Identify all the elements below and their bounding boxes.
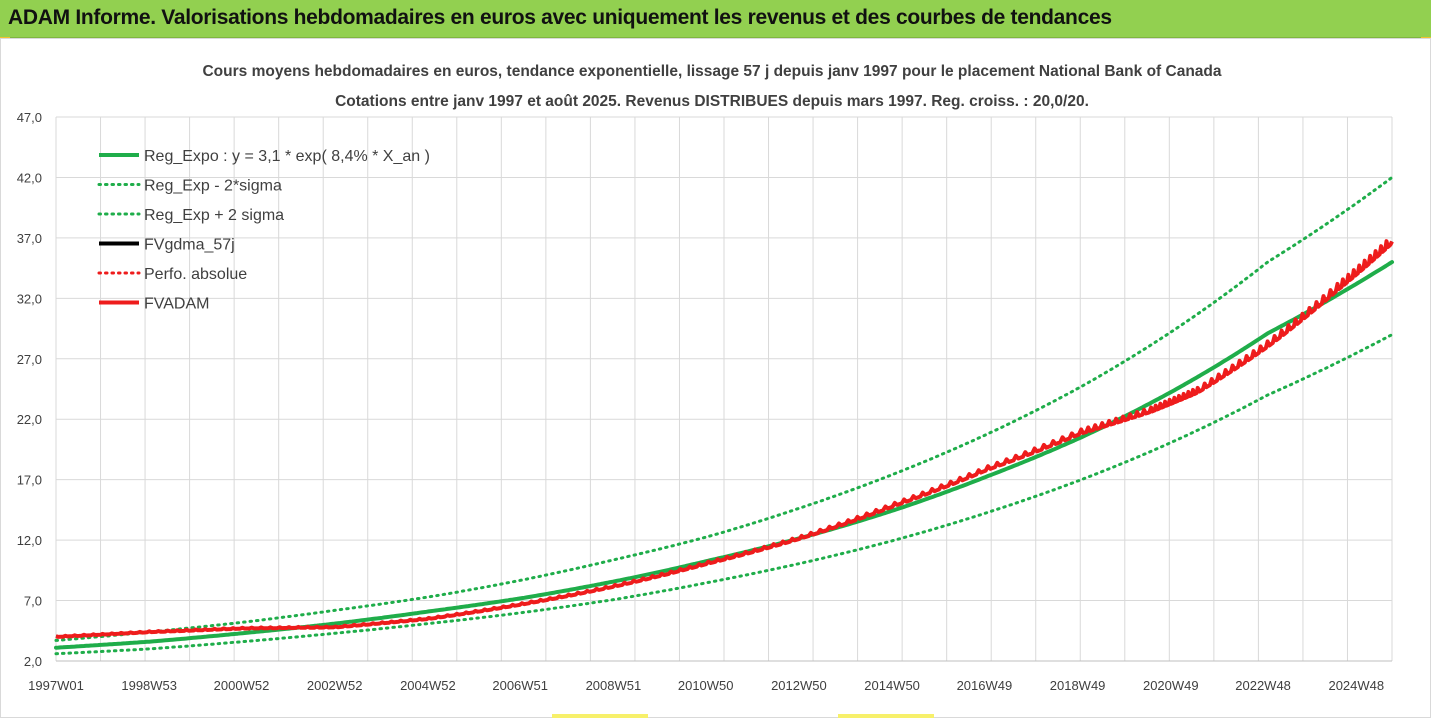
x-tick-label: 2016W49 bbox=[957, 678, 1013, 693]
x-tick-label: 1997W01 bbox=[28, 678, 84, 693]
y-tick-label: 47,0 bbox=[17, 110, 42, 125]
y-tick-label: 2,0 bbox=[24, 654, 42, 669]
y-tick-label: 7,0 bbox=[24, 594, 42, 609]
x-tick-label: 2012W50 bbox=[771, 678, 827, 693]
x-tick-label: 2018W49 bbox=[1050, 678, 1106, 693]
y-tick-label: 37,0 bbox=[17, 231, 42, 246]
y-tick-label: 27,0 bbox=[17, 352, 42, 367]
x-tick-label: 2002W52 bbox=[307, 678, 363, 693]
legend-label: Reg_Expo : y = 3,1 * exp( 8,4% * X_an ) bbox=[144, 148, 430, 165]
report-title: ADAM Informe. Valorisations hebdomadaire… bbox=[8, 6, 1112, 29]
x-tick-label: 2020W49 bbox=[1143, 678, 1199, 693]
x-tick-label: 2014W50 bbox=[864, 678, 920, 693]
legend-label: Perfo. absolue bbox=[144, 266, 247, 283]
y-tick-label: 22,0 bbox=[17, 412, 42, 427]
chart-title-line2: Cotations entre janv 1997 et août 2025. … bbox=[335, 93, 1089, 110]
sheet-tab-marker-1 bbox=[552, 714, 648, 718]
series-line-2 bbox=[54, 175, 1394, 642]
legend-label: Reg_Exp - 2*sigma bbox=[144, 178, 282, 195]
x-tick-label: 1998W53 bbox=[121, 678, 177, 693]
x-tick-label: 2000W52 bbox=[214, 678, 270, 693]
report-banner: ADAM Informe. Valorisations hebdomadaire… bbox=[0, 0, 1431, 38]
series-line-4 bbox=[55, 239, 1394, 639]
sheet-tab-marker-2 bbox=[838, 714, 934, 718]
legend-label: FVgdma_57j bbox=[144, 237, 235, 254]
x-tick-label: 2022W48 bbox=[1235, 678, 1291, 693]
chart-title-line1: Cours moyens hebdomadaires en euros, ten… bbox=[202, 63, 1221, 80]
series-line-1 bbox=[54, 333, 1394, 656]
y-tick-label: 42,0 bbox=[17, 170, 42, 185]
y-tick-label: 12,0 bbox=[17, 533, 42, 548]
series-layer bbox=[54, 175, 1394, 656]
legend-label: FVADAM bbox=[144, 296, 209, 313]
legend: Reg_Expo : y = 3,1 * exp( 8,4% * X_an ) R… bbox=[97, 148, 430, 313]
x-tick-label: 2004W52 bbox=[400, 678, 456, 693]
x-tick-label: 2010W50 bbox=[678, 678, 734, 693]
x-tick-label: 2024W48 bbox=[1328, 678, 1384, 693]
x-tick-label: 2006W51 bbox=[492, 678, 548, 693]
axis-layer: 2,0 7,0 12,0 17,0 22,0 27,0 32,0 37,0 42,0 47,0 19… bbox=[17, 110, 1392, 693]
y-tick-label: 32,0 bbox=[17, 291, 42, 306]
legend-label: Reg_Exp + 2 sigma bbox=[144, 207, 284, 224]
x-tick-label: 2008W51 bbox=[586, 678, 642, 693]
y-tick-label: 17,0 bbox=[17, 473, 42, 488]
